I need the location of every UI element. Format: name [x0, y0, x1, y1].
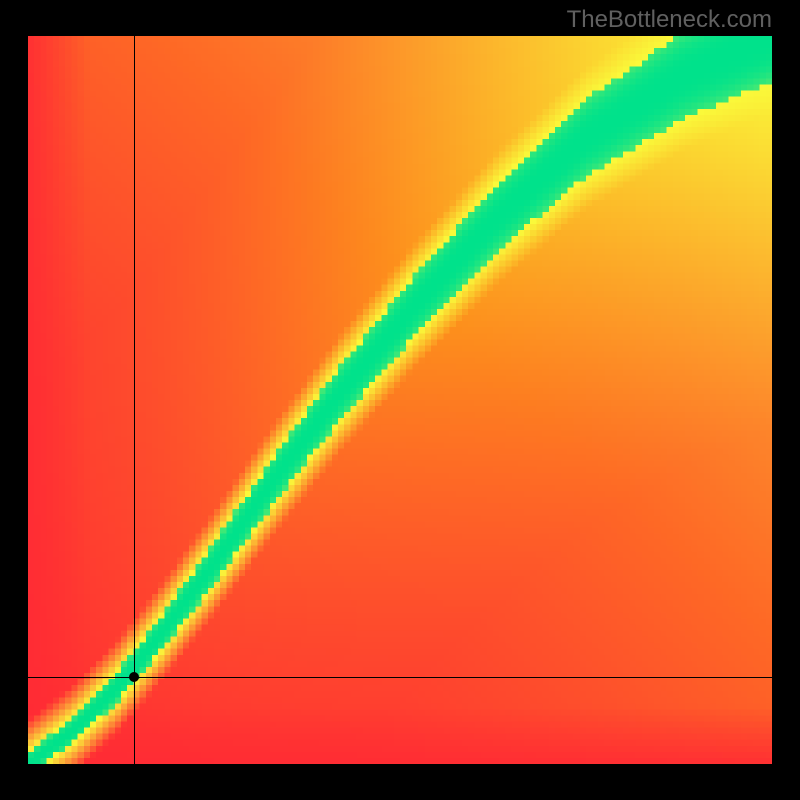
watermark-text: TheBottleneck.com	[567, 6, 772, 34]
marker-dot	[129, 672, 139, 682]
bottleneck-heatmap	[28, 36, 772, 764]
chart-container: TheBottleneck.com	[0, 0, 800, 800]
crosshair-horizontal	[28, 677, 772, 678]
crosshair-vertical	[134, 36, 135, 764]
plot-area	[28, 36, 772, 764]
